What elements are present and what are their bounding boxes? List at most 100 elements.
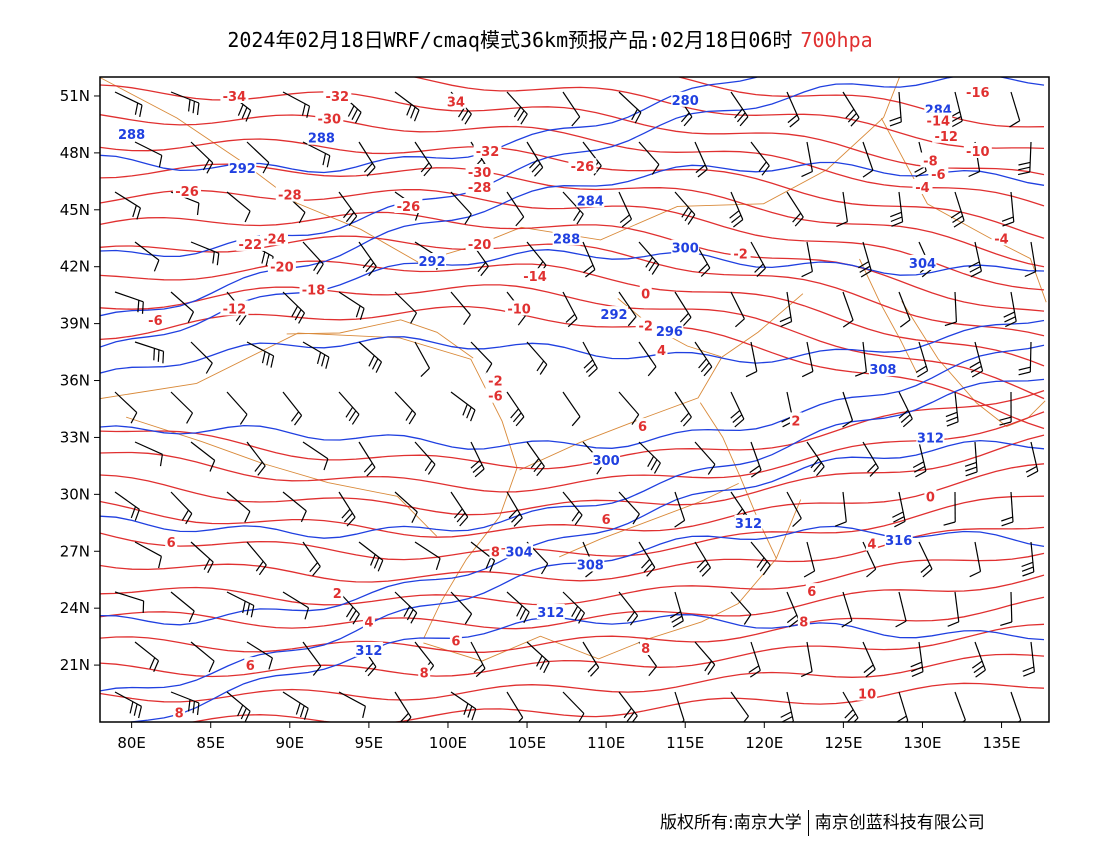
wind-barb	[582, 641, 600, 677]
temperature-label-bg	[260, 230, 288, 246]
geopotential-label-bg	[117, 125, 146, 141]
footer-divider	[807, 810, 809, 836]
wind-barb	[898, 391, 913, 428]
wind-barb	[801, 241, 813, 278]
temperature-label-bg	[655, 342, 668, 358]
temperature-label: -4	[994, 232, 1008, 247]
wind-barb	[246, 341, 275, 368]
temperature-label: -32	[326, 90, 350, 105]
lat-tick-label: 21N	[60, 656, 90, 674]
temperature-label: -12	[934, 130, 958, 145]
temperature-label-bg	[315, 110, 344, 126]
wind-barb	[969, 341, 984, 378]
geopotential-label: 292	[229, 162, 256, 177]
temperature-label: -18	[958, 65, 982, 80]
geopotential-isoline	[100, 439, 1045, 626]
geopotential-label-bg	[884, 531, 913, 547]
geopotential-label: 292	[419, 255, 446, 270]
geopotential-label: 284	[577, 194, 604, 209]
wind-barb	[898, 291, 911, 328]
wind-barb	[134, 441, 163, 467]
wind-barb	[618, 191, 633, 228]
temperature-isotherm	[100, 463, 1045, 538]
wind-barb	[170, 691, 200, 715]
temperature-label-bg	[963, 143, 992, 158]
temperature-label-bg	[912, 179, 933, 194]
wind-barb	[750, 541, 771, 576]
wind-barb	[414, 541, 441, 570]
wind-barb	[470, 641, 486, 678]
geopotential-label-bg	[552, 230, 581, 246]
boundary-line	[559, 482, 739, 558]
wind-barb	[114, 291, 144, 314]
wind-barb	[282, 691, 309, 720]
lon-tick-label: 130E	[903, 734, 941, 752]
wind-barb	[394, 491, 418, 523]
temperature-label: -2	[733, 247, 747, 262]
wind-barb	[786, 491, 802, 528]
wind-barb	[1001, 191, 1015, 227]
wind-barb	[801, 341, 814, 378]
wind-barb	[190, 341, 213, 374]
temperature-label: -6	[488, 390, 502, 405]
temperature-label-bg	[299, 281, 328, 297]
temperature-label: -32	[476, 145, 500, 160]
geopotential-isoline	[100, 319, 1045, 374]
copyright-footer: 版权所有:南京大学 南京创蓝科技有限公司	[660, 808, 985, 836]
lon-tick-label: 85E	[196, 734, 225, 752]
temperature-isotherm	[189, 682, 1045, 722]
temperature-label: -26	[397, 200, 421, 215]
temperature-label: -10	[966, 145, 990, 160]
wind-barb	[134, 141, 163, 168]
geopotential-label-bg	[671, 91, 700, 107]
wind-barb	[638, 441, 661, 474]
temperature-label: -4	[915, 181, 929, 196]
wind-barb	[190, 141, 214, 174]
title-pressure-level: 700hpa	[800, 28, 873, 52]
wind-barb	[968, 241, 982, 278]
temperature-label-bg	[220, 300, 249, 316]
wind-barb	[694, 141, 708, 178]
wind-barb	[114, 491, 140, 521]
lat-tick-label: 30N	[60, 485, 90, 503]
temperature-label-bg	[275, 186, 304, 202]
temperature-label: -26	[571, 160, 595, 175]
wind-barb	[134, 241, 160, 272]
temperature-label: -22	[239, 238, 263, 253]
wind-barb	[526, 341, 548, 375]
wind-barb	[114, 391, 138, 424]
lat-tick-label: 27N	[60, 542, 90, 560]
temperature-label: -18	[302, 284, 326, 299]
wind-barb	[562, 391, 581, 427]
wind-barb	[170, 391, 194, 424]
wind-barb	[669, 591, 684, 628]
temperature-label: -6	[148, 314, 162, 329]
wind-barb	[730, 91, 749, 127]
wind-barb	[358, 341, 383, 373]
temperature-label-bg	[173, 704, 186, 720]
temperature-label-bg	[145, 311, 166, 327]
boundary-line	[126, 416, 438, 537]
wind-barb	[134, 641, 160, 672]
geopotential-label: 312	[355, 644, 382, 659]
wind-barb	[618, 591, 639, 626]
wind-barb	[949, 91, 963, 128]
geopotential-label-bg	[916, 429, 945, 445]
geopotential-label: 304	[909, 257, 936, 272]
geopotential-label-bg	[576, 192, 605, 208]
temperature-label: -24	[262, 232, 286, 247]
wind-barb	[801, 141, 813, 178]
temperature-isotherm	[100, 596, 1045, 653]
boundary-line	[901, 300, 1046, 428]
temperature-label-bg	[485, 387, 506, 403]
wind-barb	[450, 191, 472, 225]
wind-barb	[282, 291, 306, 324]
temperature-isotherm	[100, 574, 1045, 630]
geopotential-label: 312	[917, 431, 944, 446]
wind-barb	[394, 591, 418, 624]
wind-barb	[226, 491, 251, 523]
geopotential-label-bg	[418, 253, 447, 268]
wind-barb	[674, 291, 692, 327]
temperature-label-bg	[789, 412, 802, 428]
temperature-isotherm	[100, 411, 1045, 493]
